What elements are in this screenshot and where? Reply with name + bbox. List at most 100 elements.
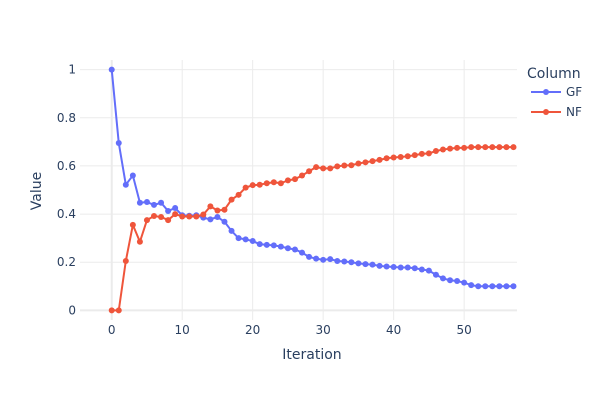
data-point-NF-15[interactable] <box>214 207 221 214</box>
data-point-NF-20[interactable] <box>249 182 256 189</box>
data-point-NF-35[interactable] <box>355 160 362 167</box>
data-point-GF-16[interactable] <box>221 218 228 225</box>
data-point-GF-21[interactable] <box>256 241 263 248</box>
data-point-GF-37[interactable] <box>369 261 376 268</box>
data-point-GF-32[interactable] <box>334 258 341 265</box>
data-point-NF-5[interactable] <box>143 217 150 224</box>
data-point-NF-27[interactable] <box>299 172 306 179</box>
data-point-GF-25[interactable] <box>284 245 291 252</box>
data-point-GF-3[interactable] <box>129 172 136 179</box>
data-point-GF-34[interactable] <box>348 259 355 266</box>
data-point-GF-17[interactable] <box>228 227 235 234</box>
data-point-NF-48[interactable] <box>447 145 454 152</box>
data-point-NF-16[interactable] <box>221 206 228 213</box>
data-point-GF-40[interactable] <box>390 264 397 271</box>
data-point-GF-41[interactable] <box>397 264 404 271</box>
data-point-NF-6[interactable] <box>151 213 158 219</box>
data-point-GF-7[interactable] <box>158 199 165 206</box>
data-point-GF-45[interactable] <box>425 267 432 274</box>
data-point-GF-50[interactable] <box>461 279 468 286</box>
data-point-NF-52[interactable] <box>475 144 482 151</box>
data-point-GF-47[interactable] <box>439 275 446 282</box>
data-point-NF-23[interactable] <box>270 179 277 186</box>
data-point-NF-38[interactable] <box>376 156 383 163</box>
legend[interactable]: Column GF NF <box>527 66 582 119</box>
data-point-NF-50[interactable] <box>461 144 468 151</box>
data-point-NF-13[interactable] <box>200 211 207 218</box>
data-point-GF-29[interactable] <box>313 255 320 262</box>
data-point-GF-6[interactable] <box>151 201 158 208</box>
data-point-GF-53[interactable] <box>482 283 489 290</box>
data-point-NF-9[interactable] <box>172 211 179 218</box>
data-point-GF-43[interactable] <box>411 265 418 272</box>
data-point-GF-30[interactable] <box>320 256 327 263</box>
data-point-NF-36[interactable] <box>362 159 369 166</box>
data-point-NF-42[interactable] <box>404 153 411 160</box>
data-point-NF-2[interactable] <box>122 258 129 265</box>
data-point-NF-12[interactable] <box>193 213 200 220</box>
data-point-NF-41[interactable] <box>397 154 404 161</box>
data-point-NF-7[interactable] <box>158 213 165 220</box>
data-point-GF-2[interactable] <box>122 181 129 188</box>
data-point-GF-15[interactable] <box>214 213 221 220</box>
data-point-GF-20[interactable] <box>249 238 256 245</box>
data-point-GF-35[interactable] <box>355 260 362 267</box>
data-point-GF-42[interactable] <box>404 264 411 271</box>
data-point-NF-45[interactable] <box>425 150 432 157</box>
data-point-GF-54[interactable] <box>489 283 496 290</box>
data-point-NF-24[interactable] <box>277 180 284 187</box>
data-point-GF-0[interactable] <box>108 66 115 73</box>
data-point-GF-33[interactable] <box>341 258 348 265</box>
data-point-GF-1[interactable] <box>115 140 122 147</box>
legend-item-GF[interactable]: GF <box>531 85 582 99</box>
data-point-NF-47[interactable] <box>439 146 446 153</box>
data-point-NF-1[interactable] <box>115 307 122 314</box>
data-point-NF-37[interactable] <box>369 158 376 165</box>
data-point-GF-5[interactable] <box>143 199 150 206</box>
data-point-GF-55[interactable] <box>496 283 503 290</box>
data-point-NF-43[interactable] <box>411 152 418 159</box>
data-point-NF-51[interactable] <box>468 144 475 151</box>
data-point-GF-22[interactable] <box>263 241 270 248</box>
data-point-NF-39[interactable] <box>383 155 390 162</box>
data-point-NF-26[interactable] <box>291 176 298 183</box>
data-point-NF-10[interactable] <box>179 213 186 220</box>
data-point-GF-51[interactable] <box>468 282 475 289</box>
data-point-GF-38[interactable] <box>376 262 383 269</box>
data-point-NF-17[interactable] <box>228 196 235 203</box>
data-point-GF-36[interactable] <box>362 261 369 268</box>
data-point-GF-56[interactable] <box>503 283 510 290</box>
data-point-GF-14[interactable] <box>207 216 214 223</box>
data-point-NF-56[interactable] <box>503 144 510 151</box>
data-point-NF-30[interactable] <box>320 165 327 172</box>
data-point-NF-40[interactable] <box>390 154 397 161</box>
data-point-GF-39[interactable] <box>383 263 390 270</box>
data-point-GF-24[interactable] <box>277 243 284 250</box>
data-point-GF-52[interactable] <box>475 283 482 290</box>
data-point-NF-21[interactable] <box>256 181 263 188</box>
data-point-NF-54[interactable] <box>489 144 496 151</box>
data-point-NF-8[interactable] <box>165 217 172 224</box>
data-point-NF-22[interactable] <box>263 180 270 187</box>
data-point-GF-44[interactable] <box>418 266 425 273</box>
data-point-NF-46[interactable] <box>432 148 439 154</box>
data-point-NF-3[interactable] <box>129 221 136 228</box>
data-point-NF-28[interactable] <box>306 168 313 175</box>
data-point-NF-11[interactable] <box>186 213 193 220</box>
data-point-GF-46[interactable] <box>432 271 439 278</box>
legend-items[interactable]: GF NF <box>531 85 582 119</box>
legend-item-NF[interactable]: NF <box>531 105 582 119</box>
data-point-NF-57[interactable] <box>510 144 517 151</box>
data-point-NF-14[interactable] <box>207 203 214 210</box>
data-point-NF-55[interactable] <box>496 144 503 151</box>
data-point-GF-8[interactable] <box>165 207 172 214</box>
data-point-NF-32[interactable] <box>334 163 341 170</box>
data-point-NF-4[interactable] <box>136 238 143 245</box>
data-point-GF-31[interactable] <box>327 256 334 263</box>
data-point-GF-26[interactable] <box>291 246 298 253</box>
data-point-NF-31[interactable] <box>327 165 334 172</box>
data-point-GF-28[interactable] <box>306 253 313 260</box>
data-point-GF-23[interactable] <box>270 242 277 249</box>
data-point-NF-53[interactable] <box>482 144 489 151</box>
data-point-GF-19[interactable] <box>242 236 249 243</box>
